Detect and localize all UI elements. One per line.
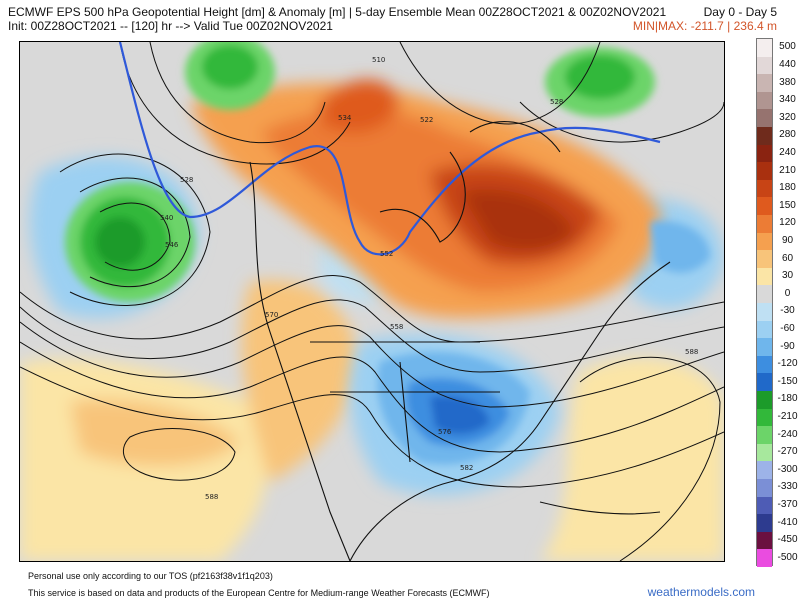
- strong-negative-lows: [65, 42, 655, 302]
- colorbar-tick-label: 30: [781, 270, 794, 282]
- contour-label: 546: [165, 241, 179, 249]
- forecast-map[interactable]: 528 534 540 546 552 558 570 576 582 588 …: [19, 41, 725, 562]
- map-title: ECMWF EPS 500 hPa Geopotential Height [d…: [8, 5, 667, 19]
- colorbar-segment: [757, 443, 772, 462]
- contour-label: 576: [438, 428, 452, 436]
- tos-notice: Personal use only according to our TOS (…: [28, 571, 273, 581]
- colorbar-segment: [757, 408, 772, 427]
- contour-label: 534: [338, 114, 352, 122]
- colorbar-segment: [757, 232, 772, 251]
- colorbar-segment: [757, 426, 772, 445]
- contour-label: 588: [205, 493, 218, 501]
- contour-label: 582: [460, 464, 473, 472]
- colorbar-tick-label: -500: [777, 551, 798, 563]
- ecmwf-attribution: This service is based on data and produc…: [28, 588, 490, 598]
- colorbar-segment: [757, 285, 772, 304]
- colorbar-segment: [757, 303, 772, 322]
- colorbar-tick-label: 120: [779, 217, 796, 229]
- colorbar-tick-label: 60: [781, 252, 794, 264]
- colorbar-segment: [757, 338, 772, 357]
- colorbar-tick-label: -410: [777, 516, 798, 528]
- colorbar-segment: [757, 179, 772, 198]
- contour-label: 528: [180, 176, 193, 184]
- colorbar-tick-label: 0: [784, 287, 791, 299]
- weathermodels-link[interactable]: weathermodels.com: [647, 585, 755, 599]
- colorbar-tick-label: 500: [779, 41, 796, 53]
- contour-label: 522: [420, 116, 433, 124]
- colorbar-tick-label: 240: [779, 146, 796, 158]
- colorbar-segment: [757, 496, 772, 515]
- colorbar-segment: [757, 531, 772, 550]
- colorbar-segment: [757, 461, 772, 480]
- colorbar-segment: [757, 109, 772, 128]
- colorbar-tick-label: -30: [780, 305, 795, 317]
- colorbar-segment: [757, 162, 772, 181]
- map-canvas: 528 534 540 546 552 558 570 576 582 588 …: [20, 42, 724, 561]
- colorbar-tick-label: -120: [777, 358, 798, 370]
- colorbar-tick-label: -60: [780, 322, 795, 334]
- colorbar-segment: [757, 127, 772, 146]
- colorbar-segment: [757, 74, 772, 93]
- contour-label: 552: [380, 250, 393, 258]
- colorbar-tick-label: 320: [779, 111, 796, 123]
- colorbar-tick-label: -300: [777, 463, 798, 475]
- colorbar-segment: [757, 267, 772, 286]
- colorbar-segment: [757, 144, 772, 163]
- colorbar-segment: [757, 215, 772, 234]
- colorbar-tick-label: 340: [779, 94, 796, 106]
- colorbar-segment: [757, 549, 772, 568]
- contour-label: 570: [265, 311, 278, 319]
- colorbar-tick-label: -270: [777, 446, 798, 458]
- colorbar-tick-label: -450: [777, 534, 798, 546]
- contour-label: 588: [685, 348, 698, 356]
- colorbar-tick-label: -150: [777, 375, 798, 387]
- colorbar-tick-label: -240: [777, 428, 798, 440]
- contour-label: 540: [160, 214, 173, 222]
- colorbar-segment: [757, 373, 772, 392]
- positive-anomaly-ridge: [190, 79, 660, 318]
- colorbar-segment: [757, 197, 772, 216]
- height-contours: [20, 42, 724, 561]
- colorbar-tick-label: 280: [779, 129, 796, 141]
- anomaly-colorbar: [756, 38, 773, 568]
- colorbar-tick-label: -210: [777, 410, 798, 422]
- contour-labels: 528 534 540 546 552 558 570 576 582 588 …: [160, 56, 698, 501]
- colorbar-tick-label: -90: [780, 340, 795, 352]
- colorbar-tick-label: -180: [777, 393, 798, 405]
- colorbar-segment: [757, 320, 772, 339]
- contour-label: 510: [372, 56, 385, 64]
- colorbar-segment: [757, 91, 772, 110]
- colorbar-tick-label: 180: [779, 182, 796, 194]
- min-max-readout: MIN|MAX: -211.7 | 236.4 m: [632, 19, 777, 33]
- init-valid-time: Init: 00Z28OCT2021 -- [120] hr --> Valid…: [8, 19, 333, 33]
- colorbar-tick-label: 210: [779, 164, 796, 176]
- colorbar-segment: [757, 479, 772, 498]
- colorbar-tick-label: -370: [777, 498, 798, 510]
- colorbar-segment: [757, 391, 772, 410]
- contour-label: 558: [390, 323, 403, 331]
- colorbar-tick-label: -330: [777, 481, 798, 493]
- colorbar-segment: [757, 514, 772, 533]
- colorbar-segment: [757, 39, 772, 58]
- colorbar-tick-label: 150: [779, 199, 796, 211]
- colorbar-segment: [757, 56, 772, 75]
- contour-label: 528: [550, 98, 563, 106]
- coastlines: [249, 121, 671, 561]
- colorbar-tick-label: 380: [779, 76, 796, 88]
- colorbar-segment: [757, 250, 772, 269]
- day-range: Day 0 - Day 5: [703, 5, 777, 19]
- colorbar-segment: [757, 355, 772, 374]
- colorbar-tick-label: 440: [779, 58, 796, 70]
- colorbar-tick-label: 90: [781, 234, 794, 246]
